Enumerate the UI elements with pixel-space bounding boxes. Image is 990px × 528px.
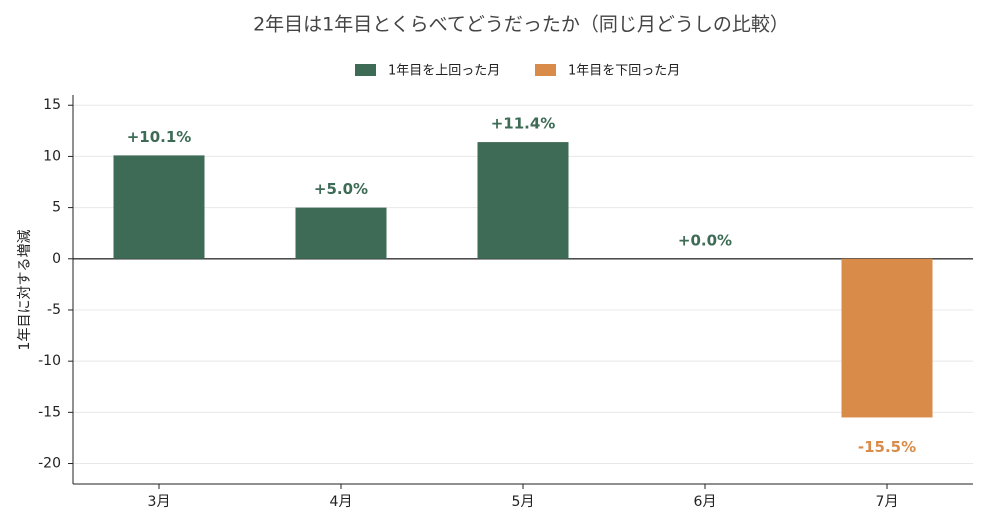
y-tick-label: -15 <box>38 404 61 420</box>
legend-swatch <box>355 64 376 76</box>
x-tick-label: 3月 <box>148 494 171 510</box>
y-tick-label: -10 <box>38 353 61 369</box>
x-tick-label: 4月 <box>330 494 353 510</box>
y-tick-label: -20 <box>38 456 61 472</box>
legend-label: 1年目を下回った月 <box>568 64 680 79</box>
x-tick-label: 7月 <box>876 494 899 510</box>
value-label: +0.0% <box>678 231 732 249</box>
legend-swatch <box>535 64 556 76</box>
y-tick-label: 5 <box>52 200 61 216</box>
y-tick-label: -5 <box>47 302 61 318</box>
value-label: +5.0% <box>314 180 368 198</box>
y-tick-label: 10 <box>43 148 61 164</box>
bar <box>841 258 933 418</box>
bar <box>113 155 205 259</box>
value-label: -15.5% <box>858 438 916 456</box>
bar <box>477 142 569 259</box>
y-tick-label: 0 <box>52 251 61 267</box>
value-label: +10.1% <box>127 128 192 146</box>
x-tick-label: 5月 <box>512 494 535 510</box>
y-tick-label: 15 <box>43 97 61 113</box>
chart-title: 2年目は1年目とくらべてどうだったか（同じ月どうしの比較） <box>253 14 789 36</box>
x-tick-label: 6月 <box>694 494 717 510</box>
value-label: +11.4% <box>491 115 556 133</box>
legend-label: 1年目を上回った月 <box>388 64 500 79</box>
bar <box>295 207 387 259</box>
y-axis-label: 1年目に対する増減 <box>16 230 33 351</box>
